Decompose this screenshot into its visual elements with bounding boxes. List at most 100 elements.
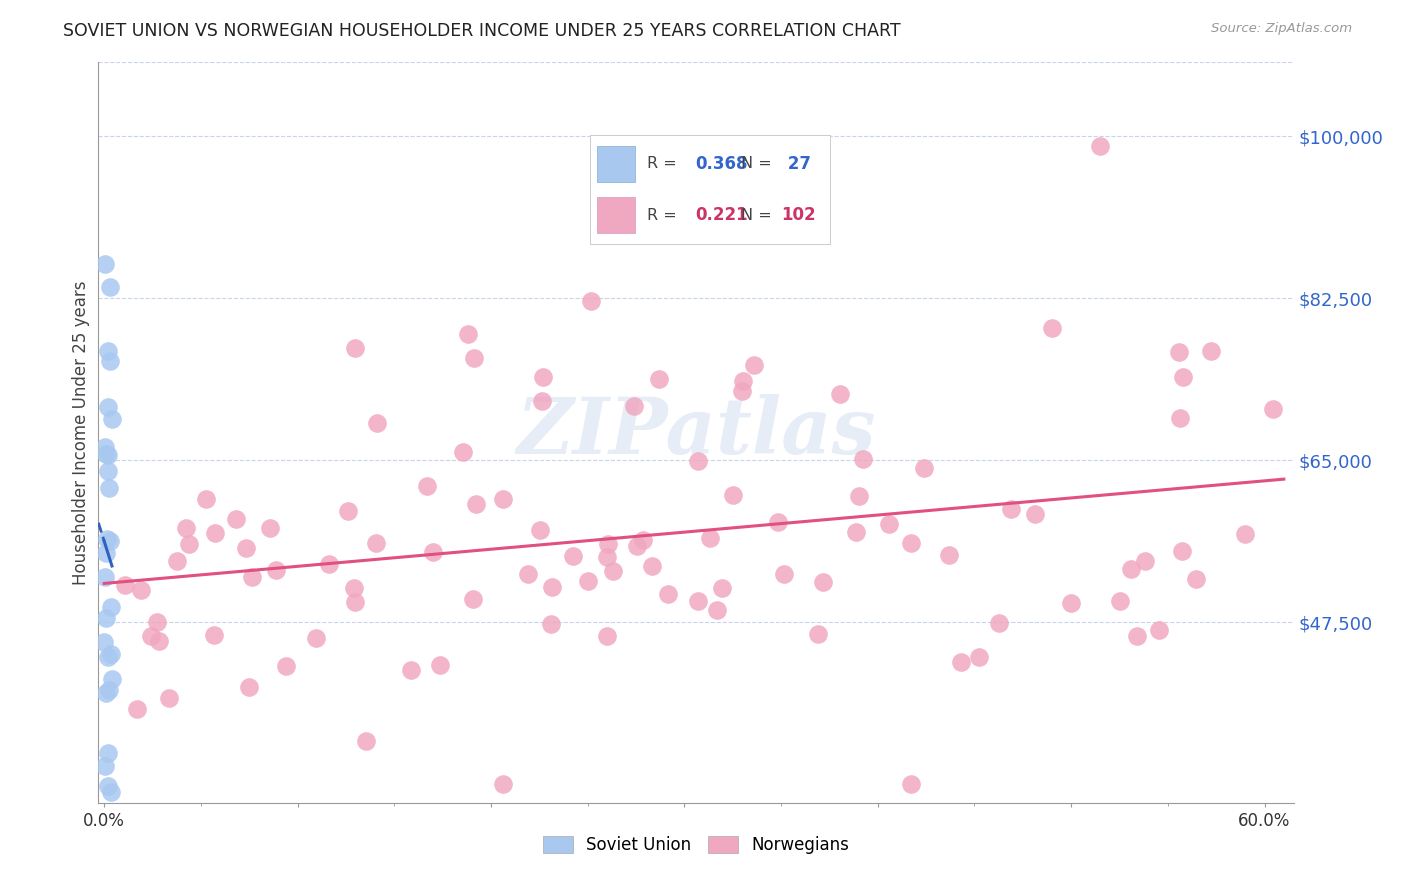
- Norwegians: [561, 549, 583, 564]
- Norwegians: [949, 655, 972, 669]
- Norwegians: [259, 521, 281, 535]
- Norwegians: [598, 537, 620, 551]
- Soviet Union: [93, 570, 115, 584]
- Soviet Union: [94, 758, 117, 772]
- Norwegians: [464, 497, 486, 511]
- Norwegians: [900, 777, 922, 791]
- Text: 0.368: 0.368: [696, 154, 748, 173]
- Norwegians: [416, 478, 439, 492]
- Soviet Union: [96, 447, 118, 461]
- Norwegians: [195, 491, 218, 506]
- Norwegians: [492, 777, 515, 791]
- Soviet Union: [100, 785, 122, 799]
- Norwegians: [688, 594, 710, 608]
- Norwegians: [1060, 596, 1083, 610]
- Norwegians: [1168, 411, 1191, 425]
- Soviet Union: [97, 464, 120, 478]
- Soviet Union: [96, 546, 118, 560]
- Soviet Union: [100, 533, 122, 548]
- Norwegians: [731, 384, 754, 398]
- Norwegians: [354, 733, 377, 747]
- Soviet Union: [100, 648, 122, 662]
- Norwegians: [1147, 624, 1170, 638]
- Norwegians: [429, 657, 451, 672]
- Norwegians: [1185, 572, 1208, 586]
- Norwegians: [343, 595, 366, 609]
- Norwegians: [1199, 344, 1222, 359]
- Soviet Union: [94, 257, 117, 271]
- Text: 102: 102: [782, 206, 817, 224]
- Norwegians: [1135, 554, 1157, 568]
- Norwegians: [146, 615, 169, 629]
- Norwegians: [337, 504, 360, 518]
- Text: R =: R =: [647, 208, 682, 223]
- Soviet Union: [100, 600, 122, 615]
- Norwegians: [264, 563, 287, 577]
- Norwegians: [641, 558, 664, 573]
- Bar: [598, 197, 636, 234]
- Norwegians: [830, 386, 852, 401]
- Legend: Soviet Union, Norwegians: Soviet Union, Norwegians: [536, 830, 856, 861]
- Norwegians: [540, 616, 562, 631]
- Bar: [598, 145, 636, 182]
- Norwegians: [1261, 401, 1284, 416]
- Soviet Union: [98, 279, 121, 293]
- Norwegians: [530, 394, 553, 409]
- Norwegians: [1168, 344, 1191, 359]
- Norwegians: [1125, 629, 1147, 643]
- Norwegians: [576, 574, 599, 588]
- Norwegians: [848, 489, 870, 503]
- Text: Source: ZipAtlas.com: Source: ZipAtlas.com: [1212, 22, 1353, 36]
- Text: N =: N =: [741, 208, 776, 223]
- Norwegians: [114, 578, 136, 592]
- Norwegians: [596, 629, 619, 643]
- Norwegians: [596, 550, 619, 565]
- Soviet Union: [97, 400, 120, 414]
- Norwegians: [1000, 501, 1022, 516]
- Norwegians: [343, 582, 366, 596]
- Norwegians: [1171, 369, 1194, 384]
- Norwegians: [366, 416, 388, 430]
- Soviet Union: [94, 611, 117, 625]
- Norwegians: [807, 627, 830, 641]
- Norwegians: [742, 358, 765, 372]
- Soviet Union: [97, 650, 120, 665]
- Norwegians: [879, 517, 901, 532]
- Soviet Union: [93, 634, 115, 648]
- Norwegians: [706, 603, 728, 617]
- Text: N =: N =: [741, 156, 776, 171]
- Norwegians: [461, 591, 484, 606]
- Norwegians: [204, 526, 226, 541]
- Norwegians: [531, 369, 554, 384]
- Norwegians: [1171, 543, 1194, 558]
- Norwegians: [492, 491, 515, 506]
- Text: 0.221: 0.221: [696, 206, 748, 224]
- Norwegians: [811, 575, 834, 590]
- Soviet Union: [96, 533, 118, 547]
- Norwegians: [686, 454, 709, 468]
- Norwegians: [1233, 527, 1256, 541]
- Norwegians: [1119, 562, 1142, 576]
- Soviet Union: [101, 411, 124, 425]
- Norwegians: [453, 445, 475, 459]
- Soviet Union: [100, 672, 122, 686]
- Norwegians: [623, 400, 645, 414]
- Norwegians: [647, 372, 669, 386]
- Norwegians: [529, 523, 551, 537]
- Norwegians: [305, 631, 328, 645]
- Norwegians: [711, 581, 734, 595]
- Norwegians: [987, 615, 1010, 630]
- Norwegians: [852, 452, 875, 467]
- Norwegians: [845, 525, 868, 540]
- Norwegians: [699, 531, 721, 545]
- Norwegians: [723, 488, 745, 502]
- Norwegians: [516, 566, 538, 581]
- Soviet Union: [98, 481, 121, 495]
- Norwegians: [967, 649, 990, 664]
- Norwegians: [318, 557, 340, 571]
- Norwegians: [657, 587, 679, 601]
- Norwegians: [240, 569, 263, 583]
- Norwegians: [768, 515, 790, 529]
- Soviet Union: [97, 448, 120, 462]
- Norwegians: [157, 691, 180, 706]
